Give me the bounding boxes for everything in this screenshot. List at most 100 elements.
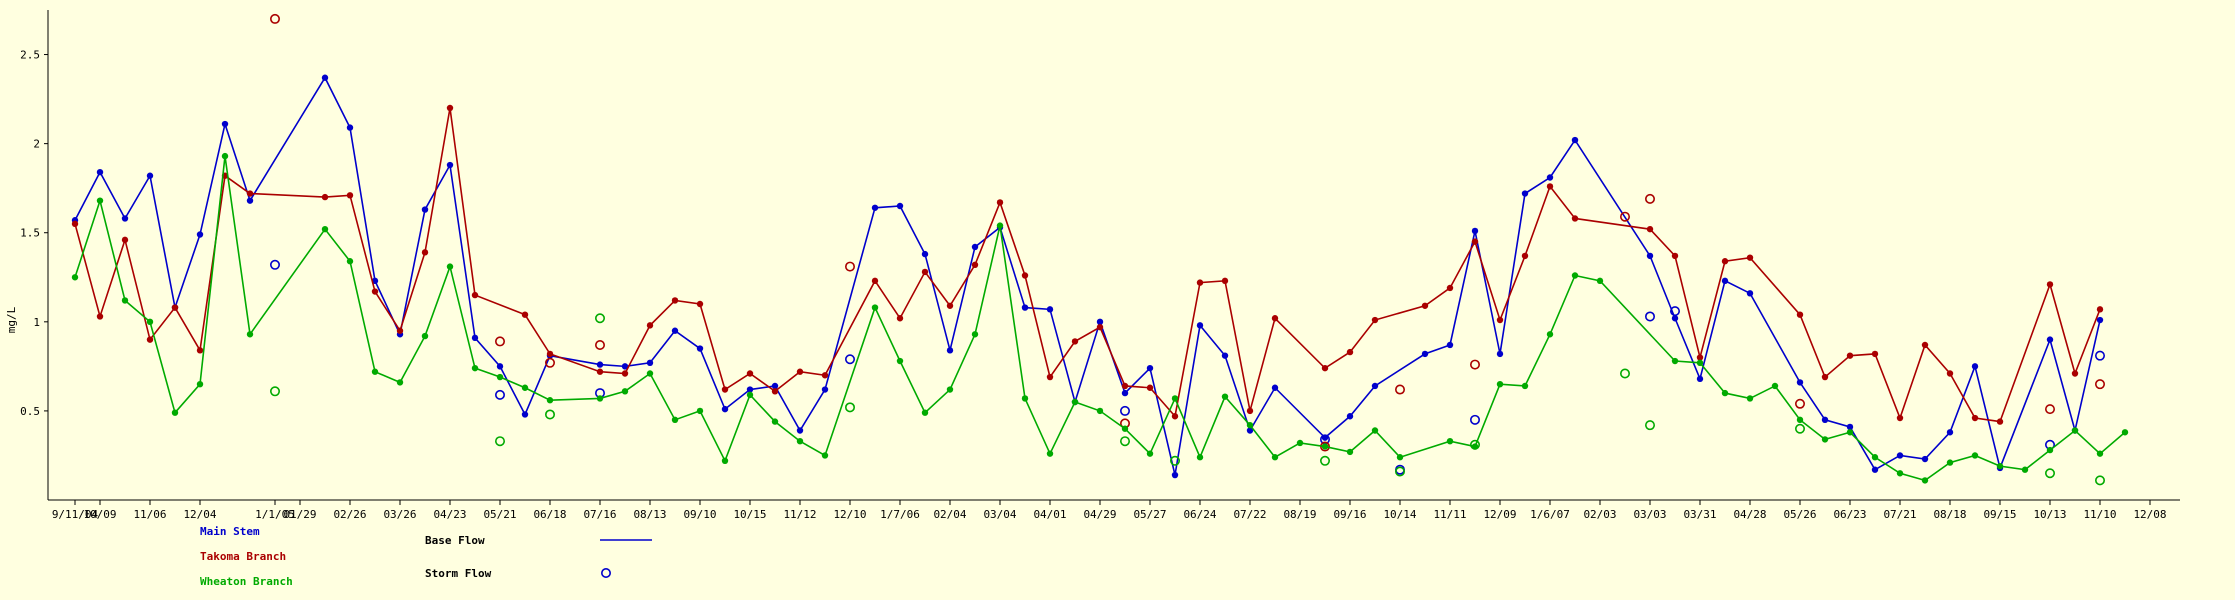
wheaton-branch-storm-flow-point [2095,475,2106,486]
main-stem-base-flow-point [2096,316,2104,324]
main-stem-base-flow-point [1721,277,1729,285]
main-stem-base-flow-point [1646,252,1654,260]
main-stem-base-flow-point [921,250,929,258]
y-tick-label: 1.5 [20,227,40,240]
wheaton-branch-base-flow-point [1721,389,1729,397]
takoma-branch-base-flow-point [896,315,904,322]
main-stem-base-flow-point [1746,290,1754,297]
main-stem-base-flow-point [796,427,804,434]
main-stem-base-flow-point [1946,429,1954,436]
main-stem-base-flow-point [1196,322,1204,329]
main-stem-storm-flow-point [1120,405,1131,416]
main-stem-base-flow-point [1696,375,1704,383]
takoma-branch-base-flow-point [696,300,704,308]
wheaton-branch-base-flow-point [471,364,479,372]
wheaton-branch-base-flow-point [171,409,179,416]
wheaton-branch-base-flow-point [371,368,379,375]
wheaton-branch-base-flow-point [771,418,779,425]
wheaton-branch-storm-flow-point [1645,420,1656,431]
wheaton-branch-base-flow-point [746,391,754,399]
wheaton-branch-storm-flow-point [1120,436,1131,447]
takoma-branch-base-flow-point [196,347,204,354]
wheaton-branch-base-flow-line [74,155,2126,482]
wheaton-branch-base-flow-point [521,384,529,391]
takoma-branch-base-flow-point [396,327,404,334]
main-stem-base-flow-point [1871,466,1879,473]
wheaton-branch-storm-flow-point [2045,468,2056,479]
wheaton-branch-base-flow-point [721,457,729,464]
wheaton-branch-base-flow-point [1546,331,1554,338]
takoma-branch-storm-flow-point [494,336,505,347]
wheaton-branch-base-flow-point [871,304,879,311]
wheaton-branch-storm-flow-point [1620,368,1631,379]
wheaton-branch-storm-flow-point [594,313,605,324]
wheaton-branch-base-flow-point [1071,398,1079,406]
takoma-branch-base-flow-point [1846,352,1854,359]
x-tick-label: 09/10 [683,508,716,521]
takoma-branch-storm-flow-point [1395,384,1406,395]
x-tick-label: 01/29 [283,508,316,521]
takoma-branch-base-flow-point [1921,341,1929,349]
takoma-branch-base-flow-point [1796,311,1804,318]
takoma-branch-base-flow-point [1671,252,1679,260]
x-tick-label: 09/15 [1983,508,2016,521]
wheaton-branch-base-flow-point [1171,395,1179,402]
takoma-branch-base-flow-point [2096,306,2104,313]
x-tick-label: 10/15 [733,508,766,521]
wheaton-branch-base-flow-point [671,416,679,424]
wheaton-branch-base-flow-point [1321,443,1329,450]
x-tick-label: 11/11 [1433,508,1466,521]
wheaton-branch-storm-flow-point [269,386,280,397]
x-tick-label: 08/18 [1933,508,1966,521]
wheaton-branch-base-flow-point [496,373,504,381]
legend-takoma-branch: Takoma Branch [200,550,286,563]
wheaton-branch-base-flow-point [1121,425,1129,432]
takoma-branch-storm-flow-point [594,339,605,350]
wheaton-branch-base-flow-point [1946,459,1954,466]
main-stem-base-flow-point [646,359,654,366]
main-stem-base-flow-point [1471,227,1479,235]
x-tick-label: 05/27 [1133,508,1166,521]
takoma-branch-storm-flow-point [2045,404,2056,415]
main-stem-base-flow-point [1821,416,1829,424]
main-stem-base-flow-point [1671,315,1679,322]
x-tick-label: 1/6/07 [1530,508,1570,521]
wheaton-branch-base-flow-point [246,331,254,338]
main-stem-base-flow-point [496,363,504,370]
wheaton-branch-base-flow-point [421,332,429,340]
x-tick-label: 03/04 [983,508,1016,521]
takoma-branch-base-flow-point [1171,413,1179,420]
main-stem-base-flow-point [1896,452,1904,459]
wheaton-branch-base-flow-point [1671,357,1679,365]
wheaton-branch-base-flow-point [1221,393,1229,400]
x-tick-label: 03/26 [383,508,416,521]
takoma-branch-base-flow-point [971,261,979,268]
x-tick-label: 03/31 [1683,508,1716,521]
main-stem-storm-flow-point [844,354,855,365]
takoma-branch-base-flow-point [721,386,729,393]
takoma-branch-base-flow-point [1821,373,1829,381]
wheaton-branch-storm-flow-point [1395,466,1406,477]
takoma-branch-base-flow-point [871,277,879,285]
takoma-branch-base-flow-point [1446,284,1454,292]
x-tick-label: 04/23 [433,508,466,521]
wheaton-branch-base-flow-point [2021,466,2029,473]
main-stem-base-flow-point [671,327,679,334]
x-tick-label: 04/01 [1033,508,1066,521]
takoma-branch-base-flow-point [171,304,179,311]
takoma-branch-storm-flow-point [2095,379,2106,390]
takoma-branch-base-flow-point [771,388,779,395]
main-stem-base-flow-point [621,363,629,370]
x-tick-label: 09/16 [1333,508,1366,521]
x-tick-label: 11/06 [133,508,166,521]
main-stem-base-flow-point [421,206,429,213]
wheaton-branch-base-flow-point [196,380,204,388]
wheaton-branch-base-flow-point [821,452,829,459]
x-tick-label: 10/09 [83,508,116,521]
takoma-branch-base-flow-point [2071,370,2079,377]
takoma-branch-storm-flow-point [1795,398,1806,409]
takoma-branch-base-flow-point [1971,414,1979,422]
x-tick-label: 05/26 [1783,508,1816,521]
main-stem-storm-flow-point [1670,306,1681,317]
